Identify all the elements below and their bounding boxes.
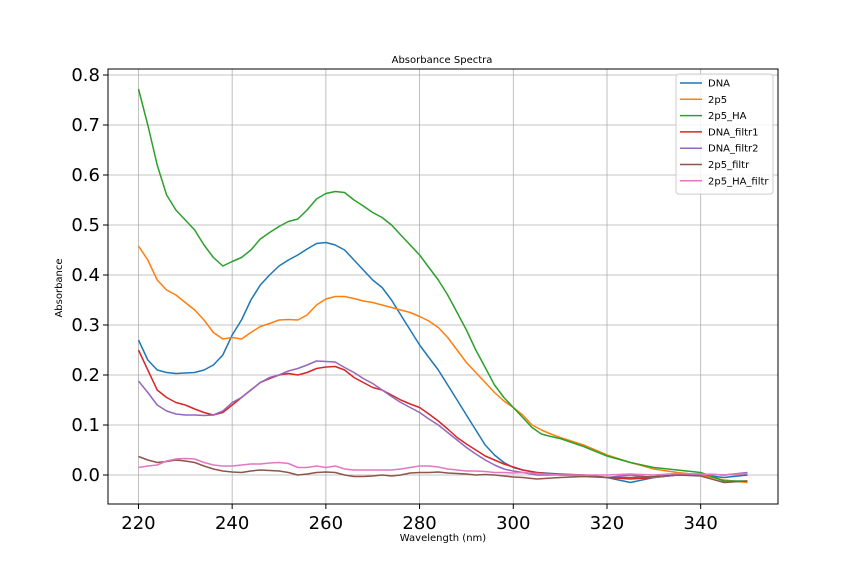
y-tick-label: 0.2 <box>71 365 100 386</box>
legend-label: 2p5 <box>708 95 727 106</box>
chart-title: Absorbance Spectra <box>392 55 493 66</box>
x-tick-label: 240 <box>215 513 249 534</box>
series-line-2p5-ha-filtr <box>138 457 748 476</box>
x-axis: 220 240 260 280 300 320 340 <box>121 504 718 534</box>
x-tick-label: 300 <box>496 513 530 534</box>
y-tick-label: 0.0 <box>71 465 100 486</box>
series-line-2p5 <box>137 245 748 484</box>
y-tick-label: 0.7 <box>71 115 100 136</box>
y-axis: 0.0 0.1 0.2 0.3 0.4 0.5 0.6 0.7 0.8 <box>71 65 108 486</box>
grid <box>108 69 778 504</box>
x-tick-label: 320 <box>590 513 624 534</box>
x-tick-label: 340 <box>684 513 718 534</box>
y-tick-label: 0.8 <box>71 65 100 86</box>
series-layer <box>137 88 748 484</box>
legend-label: 2p5_HA <box>708 111 747 122</box>
x-tick-label: 280 <box>402 513 436 534</box>
y-tick-label: 0.5 <box>71 215 100 236</box>
y-tick-label: 0.3 <box>71 315 100 336</box>
x-axis-label: Wavelength (nm) <box>400 533 486 544</box>
y-tick-label: 0.4 <box>71 265 100 286</box>
y-tick-label: 0.1 <box>71 415 100 436</box>
legend-label: 2p5_filtr <box>708 160 750 171</box>
y-tick-label: 0.6 <box>71 165 100 186</box>
legend: DNA 2p5 2p5_HA DNA_filtr1 DNA_filtr2 2p5_filt… <box>675 73 774 195</box>
x-tick-label: 260 <box>309 513 343 534</box>
y-axis-label: Absorbance <box>54 258 65 317</box>
series-line-2p5-ha <box>137 88 748 482</box>
legend-label: DNA_filtr2 <box>708 144 759 155</box>
legend-label: 2p5_HA_filtr <box>708 176 769 187</box>
legend-label: DNA <box>708 79 730 90</box>
x-tick-label: 220 <box>121 513 155 534</box>
series-line-2p5-filtr <box>138 455 748 484</box>
plot-frame <box>107 68 779 505</box>
legend-label: DNA_filtr1 <box>708 127 759 138</box>
